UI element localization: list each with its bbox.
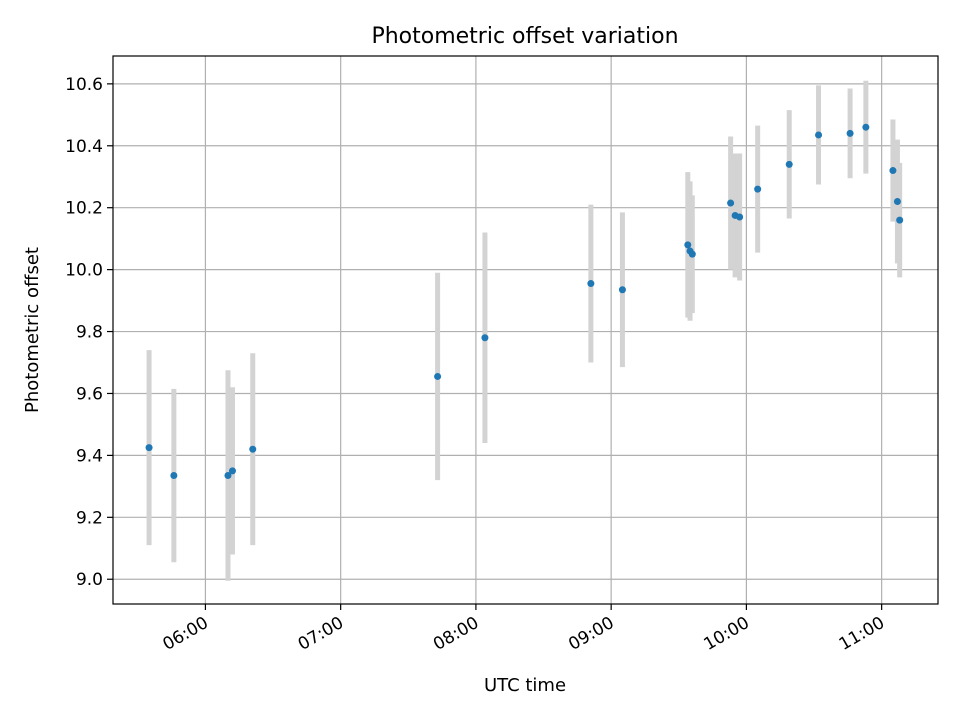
grid <box>113 56 938 604</box>
data-point <box>736 213 744 221</box>
data-point <box>896 216 904 224</box>
y-tick-label: 9.6 <box>76 384 103 404</box>
data-point <box>481 334 489 342</box>
data-point <box>228 467 236 475</box>
data-point <box>846 129 854 137</box>
data-point <box>727 199 735 207</box>
data-point <box>862 123 870 131</box>
y-tick-label: 9.8 <box>76 323 103 343</box>
data-point <box>684 241 692 249</box>
plot-frame <box>112 55 939 605</box>
data-point <box>145 444 153 452</box>
data-point <box>893 198 901 206</box>
y-tick-label: 10.6 <box>65 75 103 95</box>
y-axis-label: Photometric offset <box>22 247 43 413</box>
data-point <box>688 250 696 258</box>
y-tick-label: 10.2 <box>65 199 103 219</box>
data-point <box>434 372 442 380</box>
data-point <box>249 445 257 453</box>
y-tick-label: 9.4 <box>76 446 103 466</box>
chart-title: Photometric offset variation <box>371 24 678 49</box>
data-point <box>889 167 897 175</box>
y-tick-label: 10.0 <box>65 261 103 281</box>
y-tick-label: 9.2 <box>76 508 103 528</box>
x-axis-label: UTC time <box>484 675 566 696</box>
data-point <box>170 472 178 480</box>
data-point <box>224 472 232 480</box>
data-point <box>815 131 823 139</box>
y-axis-ticks: 9.0 9.2 9.4 9.6 9.8 10.0 10.2 10.4 10.6 <box>65 75 113 590</box>
y-tick-label: 10.4 <box>65 137 103 157</box>
data-point <box>618 286 626 294</box>
data-points <box>145 123 904 480</box>
data-point <box>754 185 762 193</box>
data-point <box>587 280 595 288</box>
data-point <box>785 160 793 168</box>
y-tick-label: 9.0 <box>76 570 103 590</box>
